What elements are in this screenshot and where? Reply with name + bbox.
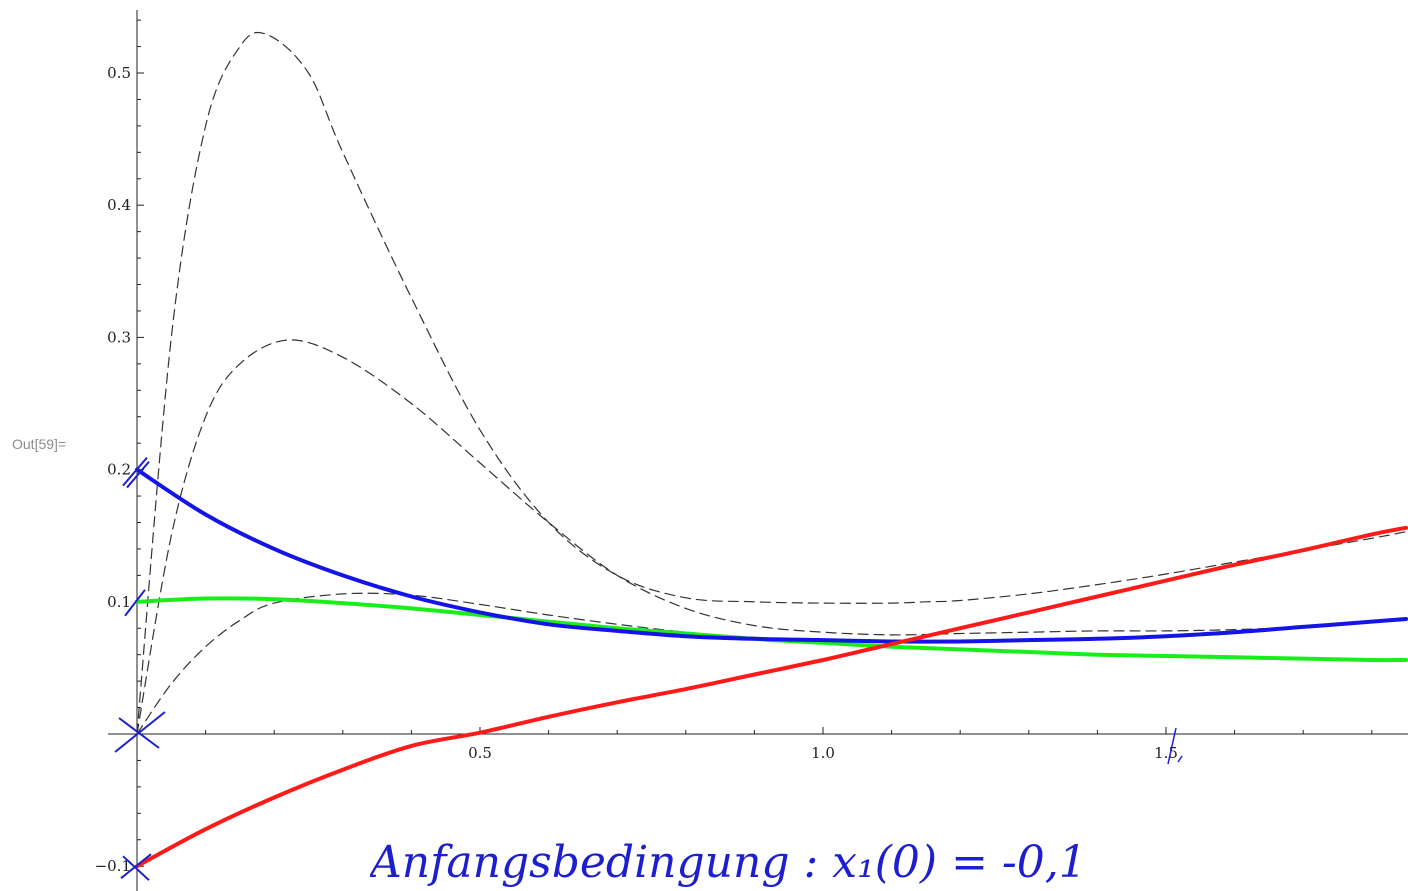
series-line-0 [135,525,1408,869]
chart-axes: 0.5 1.0 1.5 −0.1 0.1 0.2 0.3 0.4 0.5 [95,10,1408,891]
y-tick-label: 0.3 [107,328,131,346]
y-tick-label: −0.1 [95,857,131,875]
x-tick-label: 0.5 [468,744,492,762]
handwritten-note-text: Anfangsbedingung : x₁(0) = -0,1 [370,837,1087,888]
output-cell-label: Out[59]= [12,436,67,452]
initial-mark-0.2 [122,456,150,489]
y-tick-label: 0.2 [107,461,131,479]
series-line-5 [136,592,1407,735]
y-tick-label: 0.5 [107,64,131,82]
series-line-3 [136,31,1407,735]
y-tick-label: 0.1 [107,593,131,611]
series-line-2 [135,596,1408,663]
origin-cross-mark [118,717,160,749]
tick-check-mark [1167,727,1183,765]
origin-cross-mark [114,711,166,753]
series-line-1 [135,467,1408,644]
chart-series-layer [135,31,1408,869]
x-tick-label: 1.0 [811,744,835,762]
handwritten-note: Anfangsbedingung : x₁(0) = -0,1 [370,837,1087,888]
series-line-4 [136,339,1407,735]
initial-mark-neg0.1 [120,853,152,881]
initial-mark-0.1 [124,589,146,617]
x-tick-label: 1.5 [1154,744,1178,762]
handwritten-marks [114,456,1183,881]
y-tick-label: 0.4 [107,196,131,214]
